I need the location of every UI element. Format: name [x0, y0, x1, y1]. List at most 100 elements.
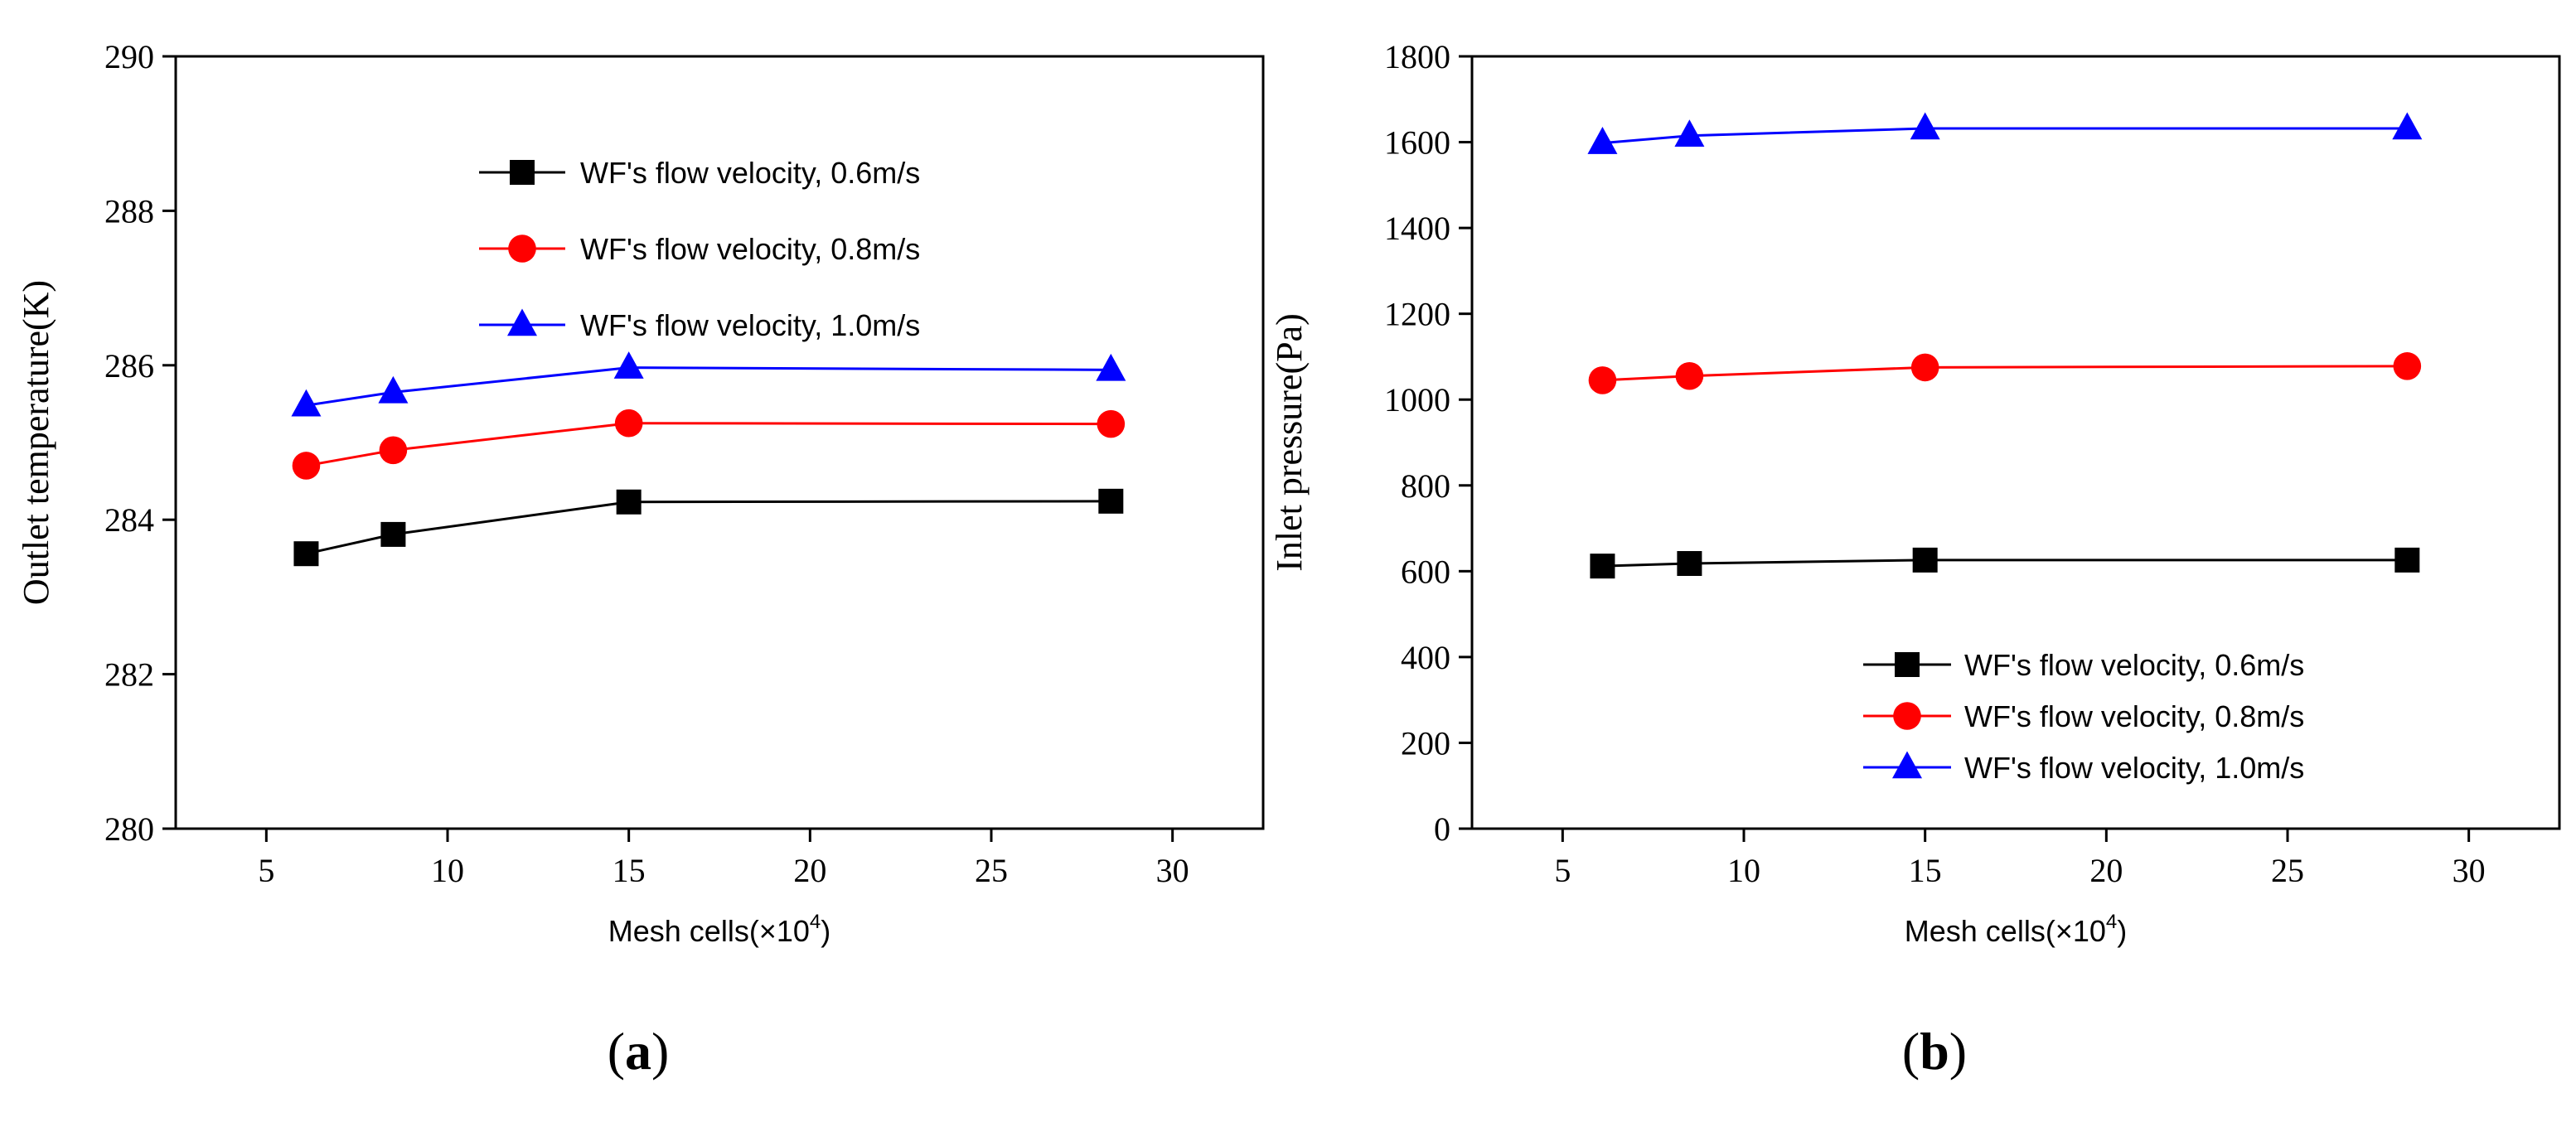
panel-a-panel-letter: a: [625, 1022, 651, 1081]
panel-b-series-1-point: [1590, 554, 1615, 579]
panel-b-legend-entry: WF's flow velocity, 0.8m/s: [1863, 699, 2304, 733]
panel-a-legend-entry: WF's flow velocity, 1.0m/s: [479, 308, 920, 342]
panel-a-x-axis-label-suffix: ): [821, 914, 830, 948]
panel-a-legend-marker: [508, 235, 536, 263]
panel-a-panel-open-paren: (: [608, 1022, 625, 1081]
panel-a-y-tick-label: 286: [104, 347, 154, 384]
panel-b-legend-entry: WF's flow velocity, 1.0m/s: [1863, 751, 2304, 785]
panel-b-series-3-point: [1910, 112, 1940, 140]
panel-a-series-2: [292, 409, 1126, 480]
panel-a-series-2-point: [292, 452, 321, 480]
panel-b-series-1-line: [1602, 559, 2408, 568]
panel-b-series-3-line: [1602, 127, 2408, 145]
panel-a-series-2-point: [379, 436, 408, 465]
panel-a-series-3-point: [1096, 353, 1126, 381]
panel-b-y-tick-label: 1200: [1384, 296, 1450, 333]
panel-b-x-axis-label-main: Mesh cells(×10: [1905, 914, 2106, 948]
panel-a-y-tick-label: 280: [104, 810, 154, 848]
panel-a-x-tick-label: 20: [793, 852, 826, 889]
panel-b-x-axis-label-suffix: ): [2117, 914, 2127, 948]
panel-b-series-1: [1590, 547, 2420, 579]
panel-a-legend-marker: [510, 160, 535, 185]
panel-b-x-tick-label: 15: [1909, 852, 1942, 889]
panel-a-panel-label: (a): [608, 1022, 670, 1081]
panel-b-series-2-point: [1910, 353, 1939, 382]
panel-b-y-axis-label: Inlet pressure(Pa): [1269, 313, 1310, 572]
panel-b-y-tick-label: 800: [1401, 467, 1450, 505]
panel-a-y-axis-label: Outlet temperature(K): [16, 280, 56, 605]
panel-b-panel-open-paren: (: [1902, 1022, 1920, 1081]
panel-b-legend-label: WF's flow velocity, 1.0m/s: [1964, 751, 2304, 785]
panel-b-y-tick-label: 0: [1434, 810, 1450, 848]
panel-a-x-tick-label: 5: [258, 852, 274, 889]
panel-a-x-tick-label: 25: [975, 852, 1008, 889]
panel-b-y-tick-label: 1400: [1384, 210, 1450, 247]
panel-a-y-tick-label: 282: [104, 656, 154, 694]
panel-a-legend-entry: WF's flow velocity, 0.8m/s: [479, 232, 920, 266]
panel-a-series-1-line: [306, 500, 1111, 555]
panel-a-x-axis-label: Mesh cells(×104): [608, 911, 830, 948]
panel-b-series-1-point: [1677, 551, 1702, 577]
panel-b-y-tick-label: 1600: [1384, 124, 1450, 162]
panel-b-legend-entry: WF's flow velocity, 0.6m/s: [1863, 648, 2304, 682]
panel-a-x-axis-label-exponent: 4: [810, 911, 821, 933]
panel-a-series-2-line: [306, 422, 1111, 467]
panel-a-plot-frame: [174, 55, 1265, 830]
panel-a-series-3-point: [613, 351, 644, 379]
panel-a-series-1-point: [380, 521, 406, 547]
panel-b-series-1-point: [1912, 547, 1938, 573]
panel-a-x-tick-label: 30: [1156, 852, 1189, 889]
panel-a-series-3-line: [306, 366, 1111, 407]
panel-a-series-3-point: [291, 389, 322, 417]
panel-b-x-tick-label: 5: [1554, 852, 1571, 889]
panel-b-x-tick-label: 30: [2453, 852, 2486, 889]
panel-b: 5 10 15 20 25 30 0 200 400 600 800 1000 1200 1400 1600…: [1269, 38, 2561, 1081]
panel-b-y-tick-label: 1800: [1384, 38, 1450, 75]
panel-b-series-3-point: [1587, 127, 1618, 154]
panel-a-series-2-point: [614, 409, 643, 438]
panel-a: 5 10 15 20 25 30 280 282 284 286 288 290 Outlet temp…: [16, 38, 1265, 1081]
panel-a-x-axis-label-main: Mesh cells(×10: [608, 914, 810, 948]
panel-a-x-tick-label: 10: [431, 852, 464, 889]
panel-b-legend-marker: [1893, 702, 1921, 730]
panel-a-series-1: [293, 488, 1124, 567]
panel-b-panel-close-paren: ): [1949, 1022, 1967, 1081]
panel-a-panel-close-paren: ): [651, 1022, 669, 1081]
panel-b-x-tick-label: 10: [1727, 852, 1760, 889]
panel-a-legend-label: WF's flow velocity, 1.0m/s: [580, 308, 920, 342]
panel-b-panel-label: (b): [1902, 1022, 1967, 1081]
panel-b-legend: WF's flow velocity, 0.6m/s WF's flow velo…: [1863, 648, 2304, 785]
panel-a-series-1-point: [1098, 488, 1124, 514]
panel-b-series-2-point: [1588, 366, 1617, 394]
panel-b-series-3: [1587, 112, 2423, 154]
panel-a-y-tick-label: 288: [104, 192, 154, 230]
panel-b-series-2-point: [2393, 352, 2422, 380]
panel-b-plot-frame: [1470, 55, 2561, 830]
panel-b-series-3-point: [2392, 112, 2423, 140]
panel-b-legend-marker: [1895, 652, 1920, 677]
panel-a-series-2-point: [1097, 409, 1126, 438]
panel-b-series-1-point: [2394, 547, 2420, 573]
panel-a-legend: WF's flow velocity, 0.6m/s WF's flow velo…: [479, 156, 920, 342]
panel-a-y-tick-label: 290: [104, 38, 154, 75]
panel-b-y-tick-label: 1000: [1384, 381, 1450, 418]
panel-a-y-tick-label: 284: [104, 501, 154, 539]
panel-a-legend-entry: WF's flow velocity, 0.6m/s: [479, 156, 920, 190]
panel-b-x-axis-label-exponent: 4: [2106, 911, 2117, 933]
panel-a-x-tick-label: 15: [613, 852, 646, 889]
panel-a-legend-marker: [507, 308, 537, 336]
panel-b-x-axis-label: Mesh cells(×104): [1905, 911, 2127, 948]
panel-a-series-3: [291, 351, 1126, 417]
panel-b-panel-letter: b: [1920, 1022, 1949, 1081]
panel-b-x-tick-label: 20: [2089, 852, 2123, 889]
panel-a-series-1-point: [293, 541, 319, 567]
panel-b-series-2-point: [1675, 361, 1704, 390]
panel-a-legend-label: WF's flow velocity, 0.6m/s: [580, 156, 920, 190]
panel-b-series-2-line: [1602, 365, 2408, 382]
panel-b-series-2: [1588, 352, 2422, 394]
panel-b-y-tick-label: 600: [1401, 553, 1450, 590]
panel-b-legend-label: WF's flow velocity, 0.8m/s: [1964, 699, 2304, 733]
panel-b-legend-marker: [1892, 751, 1922, 779]
panel-b-y-tick-label: 400: [1401, 639, 1450, 676]
